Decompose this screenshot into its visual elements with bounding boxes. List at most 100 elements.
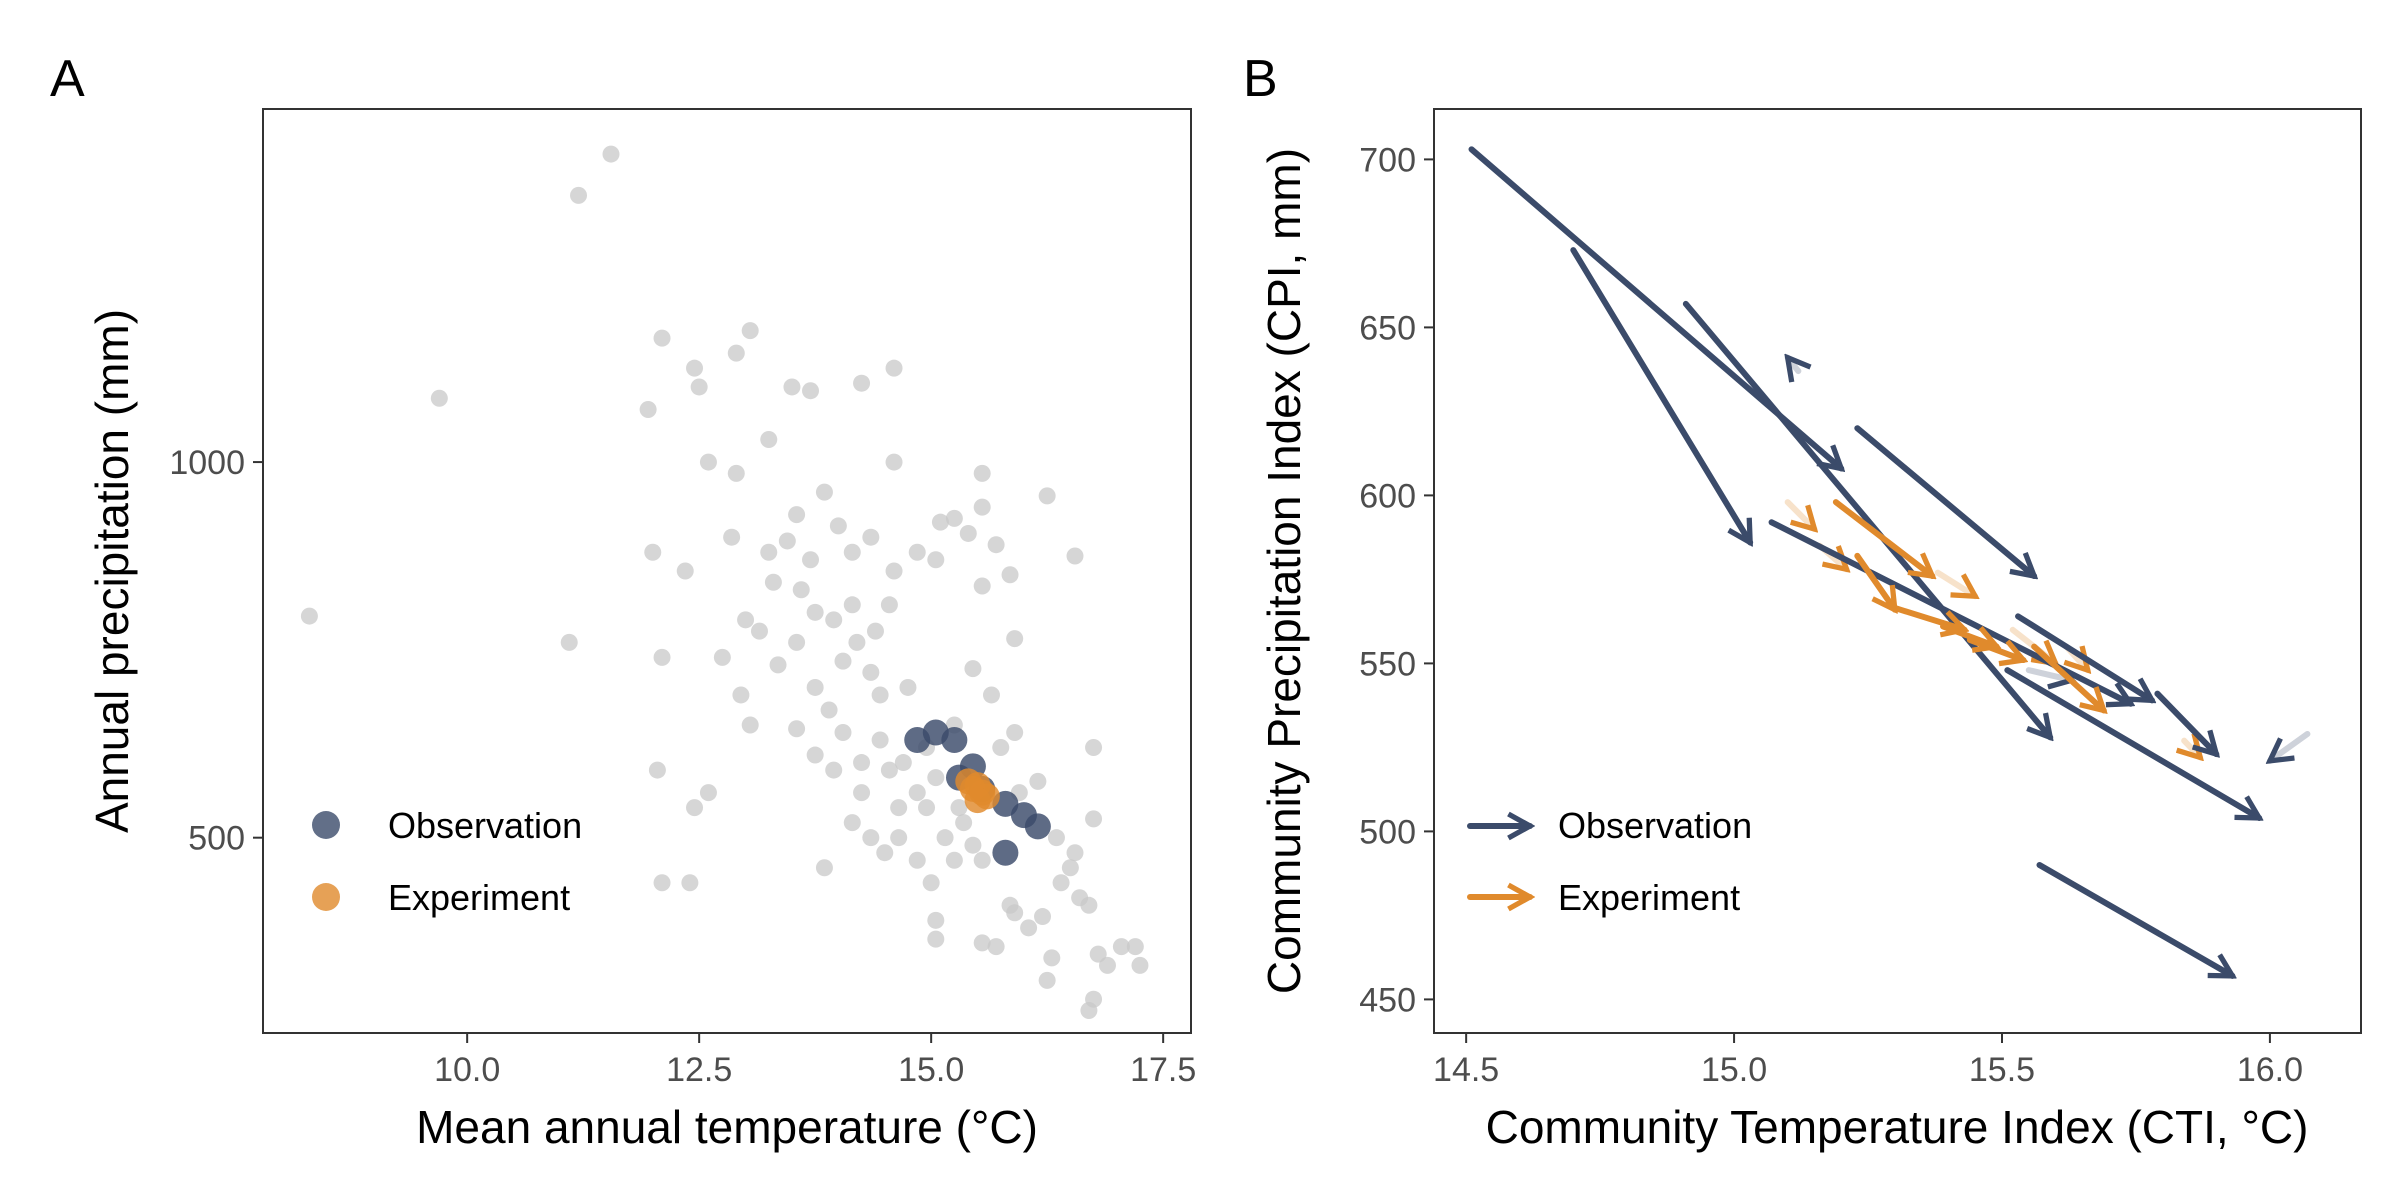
panel-b-x-tick-label: 14.5 xyxy=(1433,1051,1499,1089)
background-point xyxy=(1112,938,1130,956)
background-point xyxy=(908,543,926,561)
background-point xyxy=(430,389,448,407)
legend-observation-swatch xyxy=(312,811,340,839)
background-point xyxy=(815,859,833,877)
observation-point xyxy=(992,839,1019,866)
background-point xyxy=(885,562,903,580)
experiment-point xyxy=(964,787,991,814)
background-point xyxy=(806,746,824,764)
background-point xyxy=(1052,874,1070,892)
background-point xyxy=(964,836,982,854)
background-point xyxy=(890,799,908,817)
panel-a-plot-area xyxy=(300,145,1149,1019)
background-point xyxy=(834,652,852,670)
background-point xyxy=(648,761,666,779)
background-point xyxy=(570,186,588,204)
panel-b-y-tick-label: 550 xyxy=(1359,645,1416,683)
background-point xyxy=(853,374,871,392)
panel-b: B 14.5 15.0 15.5 16.0 450 500 550 600 650 700 Co… xyxy=(1243,50,2362,1153)
observation-arrow xyxy=(1854,425,2034,576)
observation-point xyxy=(1024,813,1051,840)
observation-arrow xyxy=(2154,690,2216,754)
background-point xyxy=(936,829,954,847)
background-point xyxy=(1080,1001,1098,1019)
panel-b-y-axis: 450 500 550 600 650 700 xyxy=(1359,141,1434,1019)
background-point xyxy=(927,769,945,787)
panel-b-x-tick-label: 15.0 xyxy=(1701,1051,1767,1089)
background-point xyxy=(908,784,926,802)
background-point xyxy=(760,543,778,561)
observation-arrow xyxy=(1788,358,1799,371)
background-point xyxy=(862,829,880,847)
panel-b-y-tick-label: 600 xyxy=(1359,477,1416,515)
background-point xyxy=(955,814,973,832)
background-point xyxy=(843,543,861,561)
background-point xyxy=(1038,971,1056,989)
background-point xyxy=(982,686,1000,704)
background-point xyxy=(699,453,717,471)
background-point xyxy=(1066,844,1084,862)
background-point xyxy=(802,551,820,569)
background-point xyxy=(880,596,898,614)
panel-b-legend: Observation Experiment xyxy=(1467,805,1752,918)
experiment-arrow xyxy=(1832,499,1932,576)
background-point xyxy=(964,660,982,678)
background-point xyxy=(1029,772,1047,790)
background-point xyxy=(973,498,991,516)
background-point xyxy=(778,532,796,550)
panel-a-y-axis-title: Annual precipitation (mm) xyxy=(86,309,138,833)
background-point xyxy=(644,543,662,561)
background-point xyxy=(820,701,838,719)
panel-a-legend: Observation Experiment xyxy=(312,805,582,918)
background-point xyxy=(1034,908,1052,926)
experiment-arrow xyxy=(1934,569,1976,600)
background-point xyxy=(653,874,671,892)
background-point xyxy=(973,934,991,952)
background-point xyxy=(560,633,578,651)
background-point xyxy=(1131,956,1149,974)
background-point xyxy=(927,930,945,948)
background-point xyxy=(1126,938,1144,956)
background-point xyxy=(1098,956,1116,974)
background-point xyxy=(987,536,1005,554)
background-point xyxy=(829,517,847,535)
background-point xyxy=(1038,487,1056,505)
background-point xyxy=(843,814,861,832)
legend-experiment-label: Experiment xyxy=(388,877,570,918)
background-point xyxy=(876,844,894,862)
background-point xyxy=(639,400,657,418)
background-point xyxy=(1089,945,1107,963)
observation-arrow xyxy=(2270,730,2311,761)
background-point xyxy=(1006,904,1024,922)
background-point xyxy=(871,731,889,749)
background-point xyxy=(1043,949,1061,967)
background-point xyxy=(792,581,810,599)
background-point xyxy=(885,359,903,377)
background-point xyxy=(973,577,991,595)
legend-observation-label: Observation xyxy=(388,805,582,846)
legend-observation-label: Observation xyxy=(1558,805,1752,846)
background-point xyxy=(890,829,908,847)
background-point xyxy=(1006,724,1024,742)
background-point xyxy=(848,633,866,651)
background-point xyxy=(918,799,936,817)
panel-b-y-tick-label: 450 xyxy=(1359,981,1416,1019)
background-point xyxy=(843,596,861,614)
experiment-arrow xyxy=(1966,636,2024,660)
background-point xyxy=(723,528,741,546)
background-point xyxy=(1001,566,1019,584)
background-point xyxy=(1061,859,1079,877)
legend-experiment-label: Experiment xyxy=(1558,877,1740,918)
background-point xyxy=(853,784,871,802)
background-point xyxy=(806,603,824,621)
background-point xyxy=(992,739,1010,757)
background-point xyxy=(806,678,824,696)
background-point xyxy=(1080,896,1098,914)
background-point xyxy=(922,874,940,892)
background-point xyxy=(732,686,750,704)
panel-a-frame xyxy=(262,108,1192,1034)
observation-arrow xyxy=(2015,613,2152,704)
panel-b-x-axis-title: Community Temperature Index (CTI, °C) xyxy=(1486,1101,2309,1153)
background-point xyxy=(741,322,759,340)
panel-b-x-tick-label: 16.0 xyxy=(2237,1051,2303,1089)
